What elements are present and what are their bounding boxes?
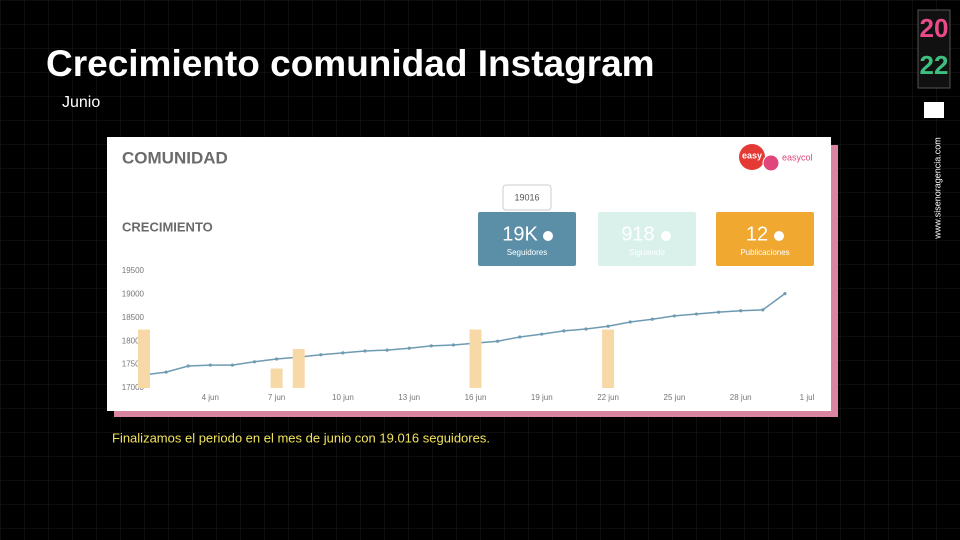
x-tick-label: 1 jul bbox=[800, 393, 815, 402]
y-tick-label: 19000 bbox=[122, 290, 145, 299]
point bbox=[341, 351, 345, 355]
point bbox=[628, 320, 632, 324]
x-tick-label: 13 jun bbox=[398, 393, 420, 402]
point bbox=[230, 363, 234, 367]
point bbox=[319, 353, 323, 357]
point bbox=[518, 335, 522, 339]
bar bbox=[292, 349, 305, 388]
point bbox=[739, 309, 743, 313]
point bbox=[208, 363, 212, 367]
point bbox=[672, 314, 677, 318]
y-tick-label: 17500 bbox=[122, 360, 145, 369]
point bbox=[275, 357, 279, 361]
x-tick-label: 7 jun bbox=[268, 393, 285, 402]
y-tick-label: 19500 bbox=[122, 266, 145, 275]
arrow-icon bbox=[661, 231, 671, 241]
x-tick-label: 28 jun bbox=[730, 393, 752, 402]
y-tick-label: 17000 bbox=[122, 383, 145, 392]
logo-top: 20 bbox=[920, 13, 949, 43]
plot: 17000 17500 18000 18500 19000 19500 4 jun 7 jun… bbox=[122, 266, 815, 402]
card bbox=[716, 212, 814, 266]
point bbox=[429, 344, 433, 348]
brand-logo bbox=[739, 144, 765, 170]
panel bbox=[107, 137, 831, 411]
website: www.sisenoragencia.com bbox=[932, 137, 942, 240]
instagram-icon bbox=[762, 154, 780, 172]
x-tick-label: 22 jun bbox=[597, 393, 619, 402]
bar bbox=[469, 329, 482, 388]
x-tick-label: 16 jun bbox=[465, 393, 487, 402]
x-tick-label: 25 jun bbox=[664, 393, 686, 402]
point bbox=[540, 332, 544, 336]
point bbox=[186, 364, 190, 368]
card-value: 918 bbox=[621, 223, 654, 245]
point bbox=[783, 292, 787, 296]
point bbox=[496, 339, 500, 343]
brand: easy bbox=[742, 150, 762, 160]
arrow-icon bbox=[774, 231, 784, 241]
point bbox=[562, 329, 566, 333]
note: Finalizamos el periodo en el mes de juni… bbox=[112, 430, 490, 445]
panel-heading: COMUNIDAD bbox=[122, 148, 228, 167]
slide-subtitle: Junio bbox=[62, 94, 100, 111]
hat-icon bbox=[924, 102, 944, 118]
logo-bottom: 22 bbox=[920, 50, 949, 80]
point bbox=[363, 349, 367, 353]
bar bbox=[602, 329, 615, 388]
section-title: CRECIMIENTO bbox=[122, 219, 213, 234]
point bbox=[694, 312, 699, 316]
line bbox=[143, 293, 786, 376]
point bbox=[385, 348, 389, 352]
tooltip-text: 19016 bbox=[514, 192, 539, 202]
card-label: Siguiendo bbox=[629, 248, 665, 257]
point bbox=[584, 327, 588, 331]
card-label: Publicaciones bbox=[740, 248, 789, 257]
point bbox=[717, 310, 721, 314]
slide-title: Crecimiento comunidad Instagram bbox=[46, 43, 655, 84]
bar bbox=[270, 368, 283, 388]
account: easycol bbox=[782, 152, 813, 162]
card-value: 12 bbox=[746, 223, 768, 245]
point bbox=[761, 308, 765, 312]
point bbox=[451, 343, 455, 347]
x-tick-label: 19 jun bbox=[531, 393, 553, 402]
card bbox=[478, 212, 576, 266]
point bbox=[407, 346, 411, 350]
y-tick-label: 18000 bbox=[122, 336, 145, 345]
card-value: 19K bbox=[502, 223, 538, 245]
card bbox=[598, 212, 696, 266]
point bbox=[606, 324, 610, 328]
x-tick-label: 10 jun bbox=[332, 393, 354, 402]
card-label: Seguidores bbox=[507, 248, 547, 257]
point bbox=[164, 370, 168, 374]
bar bbox=[138, 329, 150, 388]
tooltip bbox=[502, 184, 552, 211]
point bbox=[252, 360, 257, 364]
logo bbox=[917, 9, 951, 89]
point bbox=[650, 317, 654, 321]
x-tick-label: 4 jun bbox=[202, 393, 219, 402]
arrow-icon bbox=[543, 231, 553, 241]
y-tick-label: 18500 bbox=[122, 313, 145, 322]
